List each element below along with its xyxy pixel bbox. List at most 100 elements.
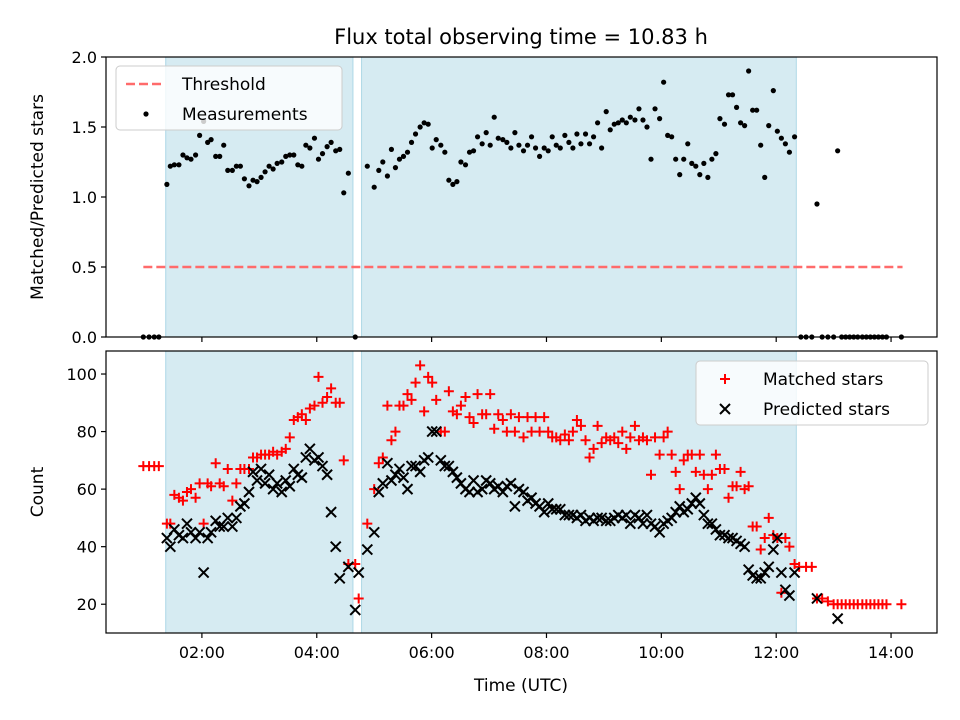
- measurement-point: [524, 142, 531, 148]
- measurement-point: [487, 142, 493, 148]
- matched-star-point: [231, 478, 242, 489]
- matched-star-point: [415, 360, 426, 371]
- matched-star-point: [410, 377, 421, 388]
- measurement-point: [412, 131, 419, 137]
- matched-star-point: [284, 432, 295, 443]
- measurement-point: [438, 142, 444, 148]
- matched-star-point: [755, 544, 766, 555]
- measurement-point: [376, 167, 382, 173]
- predicted-star-point: [443, 460, 455, 472]
- predicted-star-point: [690, 492, 702, 504]
- measurement-point: [669, 134, 675, 140]
- measurement-point: [328, 139, 334, 145]
- predicted-star-point: [763, 561, 775, 573]
- matched-star-point: [592, 420, 603, 431]
- matched-star-point: [806, 561, 817, 572]
- measurement-point: [425, 121, 431, 127]
- matched-star-point: [654, 449, 665, 460]
- matched-star-point: [177, 495, 188, 506]
- measurement-point: [701, 160, 707, 166]
- matched-star-point: [571, 415, 582, 426]
- legend: Threshold Measurements: [115, 65, 343, 131]
- predicted-star-point: [214, 520, 226, 533]
- matched-star-point: [334, 397, 345, 408]
- predicted-star-point: [316, 460, 329, 472]
- matched-star-point: [322, 392, 333, 403]
- predicted-star-point: [325, 506, 337, 518]
- predicted-star-point: [767, 543, 780, 556]
- predicted-star-point: [788, 566, 801, 579]
- predicted-star-point: [811, 592, 823, 605]
- measurement-point: [746, 68, 752, 74]
- matched-star-point: [702, 484, 713, 495]
- matched-star-point: [353, 593, 364, 604]
- matched-star-point: [666, 449, 677, 460]
- measurement-point: [717, 116, 723, 122]
- measurement-point: [574, 131, 580, 137]
- measurement-point: [570, 145, 576, 151]
- y-tick-label: 100: [66, 365, 97, 384]
- matched-star-point: [464, 412, 475, 423]
- measurement-point: [750, 107, 756, 113]
- matched-star-point: [617, 426, 628, 437]
- matched-star-point: [641, 435, 652, 446]
- predicted-star-point: [775, 566, 788, 579]
- measurement-point: [632, 117, 638, 123]
- measurement-point: [611, 121, 617, 127]
- predicted-star-point: [702, 517, 714, 530]
- x-tick-label: 12:00: [753, 643, 799, 662]
- matched-star-point: [362, 518, 373, 529]
- measurement-point: [433, 137, 439, 143]
- measurement-point: [619, 117, 625, 123]
- predicted-star-point: [352, 566, 365, 579]
- predicted-star-point: [222, 512, 234, 524]
- predicted-star-point: [497, 486, 509, 498]
- matched-star-point: [497, 415, 508, 426]
- predicted-star-point: [397, 471, 410, 484]
- x-tick-label: 04:00: [294, 643, 340, 662]
- measurement-point: [607, 127, 613, 133]
- y-tick-label: 1.0: [72, 188, 97, 207]
- matched-star-point: [280, 443, 291, 454]
- measurement-point: [693, 163, 699, 169]
- measurement-point: [400, 153, 407, 159]
- matched-star-point: [398, 400, 409, 411]
- predicted-star-point: [164, 540, 177, 553]
- matched-star-point: [629, 420, 640, 431]
- predicted-star-point: [197, 566, 210, 579]
- predicted-star-point: [259, 477, 271, 490]
- bottom-panel: 20 40 60 80 100 02:00 04:00 06:00 08:00 10:00 12:0…: [28, 350, 938, 662]
- predicted-star-point: [377, 477, 389, 490]
- predicted-star-point: [230, 512, 243, 524]
- measurement-point: [491, 114, 497, 120]
- matched-star-point: [784, 541, 795, 552]
- measurement-point: [603, 109, 609, 115]
- measurement-point: [205, 139, 211, 145]
- matched-star-point: [513, 412, 524, 423]
- predicted-star-point: [430, 425, 442, 438]
- measurement-point: [536, 153, 543, 159]
- measurement-point: [705, 174, 711, 180]
- matched-star-point: [210, 458, 221, 469]
- predicted-star-point: [710, 523, 722, 536]
- measurement-point: [470, 148, 477, 154]
- matched-star-point: [419, 406, 430, 417]
- measurement-point: [553, 142, 559, 148]
- measurement-point: [176, 162, 182, 168]
- matched-star-point: [481, 409, 492, 420]
- matched-star-point: [588, 443, 599, 454]
- matched-star-point: [518, 432, 529, 443]
- matched-star-point: [625, 432, 636, 443]
- measurement-point: [384, 173, 391, 179]
- measurement-point: [782, 141, 788, 147]
- predicted-star-point: [620, 509, 633, 521]
- matched-star-point: [185, 484, 196, 495]
- matched-star-point: [575, 420, 586, 431]
- matched-star-point: [382, 400, 393, 411]
- measurement-point: [636, 106, 642, 112]
- legend-predicted-swatch: [719, 403, 731, 415]
- matched-star-point: [763, 512, 774, 523]
- measurement-point: [450, 181, 456, 187]
- measurement-point: [388, 146, 395, 152]
- matched-star-point: [650, 432, 661, 443]
